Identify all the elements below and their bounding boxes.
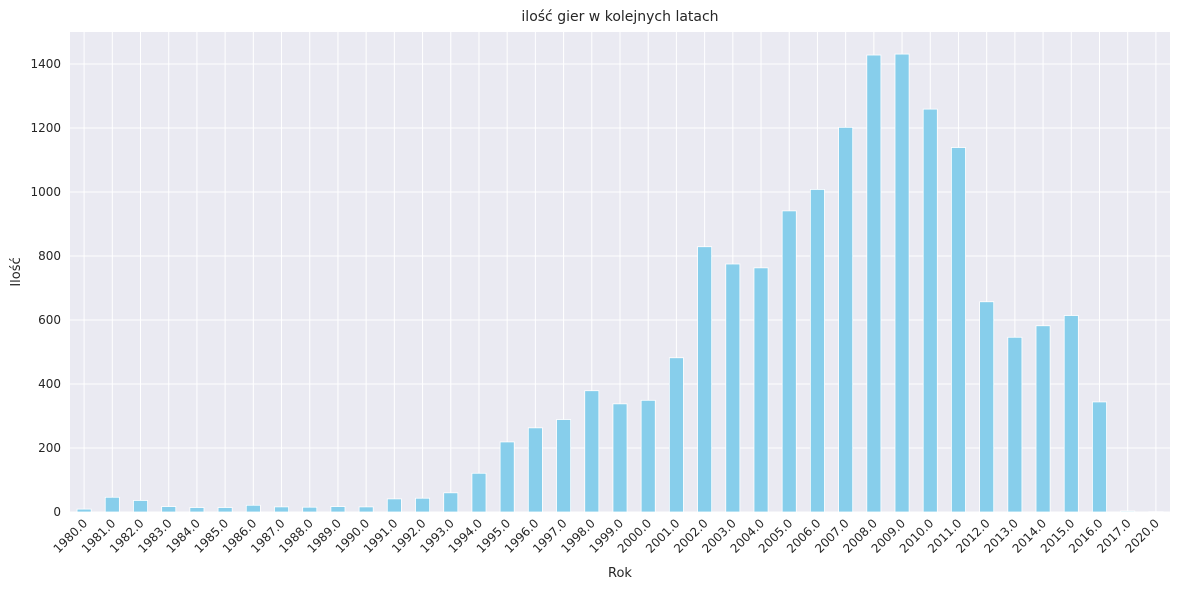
bar-2016.0 xyxy=(1092,401,1107,513)
bars xyxy=(76,53,1164,513)
bar-1989.0 xyxy=(330,506,346,513)
bar-2017.0 xyxy=(1120,510,1136,513)
bar-1985.0 xyxy=(217,507,233,513)
bar-2005.0 xyxy=(781,210,797,513)
bar-2011.0 xyxy=(951,147,966,513)
bar-2010.0 xyxy=(922,108,938,513)
bar-1980.0 xyxy=(76,508,92,513)
bar-2007.0 xyxy=(838,126,854,513)
bar-2003.0 xyxy=(725,263,741,513)
bar-2008.0 xyxy=(866,54,882,513)
y-tick-label: 1000 xyxy=(30,185,61,199)
bar-1988.0 xyxy=(302,506,318,513)
y-tick-label: 200 xyxy=(38,441,61,455)
bar-1998.0 xyxy=(584,390,600,513)
bar-1986.0 xyxy=(245,504,261,513)
bar-1984.0 xyxy=(189,507,205,513)
bar-2006.0 xyxy=(809,189,825,513)
bar-2000.0 xyxy=(640,399,656,513)
bar-2001.0 xyxy=(668,357,684,513)
y-tick-label: 600 xyxy=(38,313,61,327)
bar-2002.0 xyxy=(697,246,713,513)
bar-1981.0 xyxy=(104,496,120,513)
y-tick-label: 0 xyxy=(53,505,61,519)
bar-1995.0 xyxy=(499,441,515,513)
bar-1982.0 xyxy=(133,500,148,513)
chart-title: ilość gier w kolejnych latach xyxy=(521,9,718,25)
bar-2009.0 xyxy=(894,53,910,513)
bar-1994.0 xyxy=(471,472,487,513)
y-axis-ticks: 0 200 400 600 800 1000 1200 1400 xyxy=(30,57,61,519)
bar-1993.0 xyxy=(443,492,459,513)
bar-1987.0 xyxy=(274,506,289,513)
bar-2013.0 xyxy=(1007,336,1023,513)
y-tick-label: 1200 xyxy=(30,121,61,135)
bar-1991.0 xyxy=(386,498,402,513)
bar-2012.0 xyxy=(979,301,995,513)
y-tick-label: 400 xyxy=(38,377,61,391)
y-axis-title: Ilość xyxy=(9,257,24,286)
bar-2004.0 xyxy=(753,267,769,513)
bar-1990.0 xyxy=(358,506,374,513)
bar-2015.0 xyxy=(1063,315,1079,513)
x-axis-ticks: 1980.01981.01982.01983.01984.01985.01986… xyxy=(51,516,1162,556)
bar-1997.0 xyxy=(556,419,572,513)
bar-1996.0 xyxy=(527,427,543,513)
bar-1999.0 xyxy=(612,403,628,513)
y-tick-label: 800 xyxy=(38,249,61,263)
bar-2014.0 xyxy=(1035,325,1051,513)
y-tick-label: 1400 xyxy=(30,57,61,71)
x-axis-title: Rok xyxy=(608,566,632,581)
bar-1983.0 xyxy=(161,506,177,513)
bar-1992.0 xyxy=(415,497,431,513)
